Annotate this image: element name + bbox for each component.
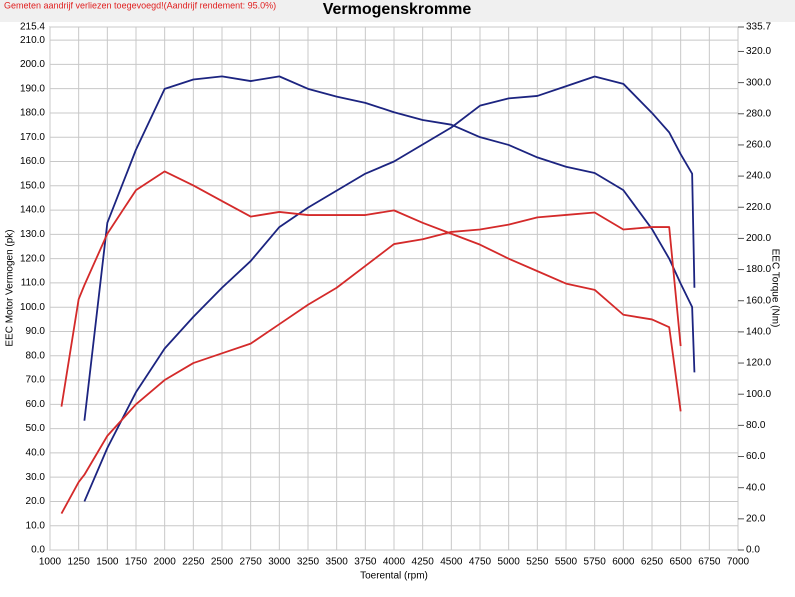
- curve: [60, 170, 682, 412]
- x-tick-label: 7000: [727, 557, 750, 568]
- x-tick-label: 6000: [612, 557, 635, 568]
- x-tick-label: 1250: [68, 557, 91, 568]
- header-bar: [0, 0, 795, 22]
- x-tick-label: 5000: [498, 557, 521, 568]
- y-tick-label: 170.0: [20, 132, 45, 143]
- curve: [83, 75, 696, 421]
- y2-tick-label: 300.0: [746, 77, 771, 88]
- y-tick-label: 100.0: [20, 302, 45, 313]
- x-tick-label: 4750: [469, 557, 492, 568]
- x-tick-label: 4500: [440, 557, 463, 568]
- x-tick-label: 3000: [268, 557, 291, 568]
- x-tick-label: 2750: [240, 557, 263, 568]
- y-tick-label: 130.0: [20, 229, 45, 240]
- x-tick-label: 3500: [326, 557, 349, 568]
- y2-tick-label: 160.0: [746, 295, 771, 306]
- y-tick-label: 150.0: [20, 180, 45, 191]
- y-tick-label: 40.0: [26, 448, 46, 459]
- y2-axis-label: EEC Torque (Nm): [769, 249, 780, 328]
- y-tick-label: 110.0: [21, 278, 46, 289]
- y-tick-label: 210.0: [20, 35, 45, 46]
- y-tick-label: 20.0: [26, 496, 46, 507]
- x-tick-label: 2500: [211, 557, 234, 568]
- y-tick-label: 30.0: [26, 472, 46, 483]
- y-tick-label: 60.0: [26, 399, 46, 410]
- chart-title: Vermogenskromme: [323, 1, 472, 18]
- x-tick-label: 6750: [698, 557, 721, 568]
- y-tick-label: 140.0: [20, 205, 45, 216]
- y2-tick-label: 80.0: [746, 420, 766, 431]
- y2-tick-label: 260.0: [746, 140, 771, 151]
- x-tick-label: 5750: [584, 557, 607, 568]
- y-tick-label: 0.0: [31, 545, 45, 556]
- y-tick-label: 180.0: [20, 108, 45, 119]
- curve: [60, 211, 682, 515]
- x-tick-label: 1000: [39, 557, 62, 568]
- x-tick-label: 2250: [182, 557, 205, 568]
- y2-tick-label: 60.0: [746, 451, 766, 462]
- x-tick-label: 3750: [354, 557, 377, 568]
- y-tick-label: 90.0: [26, 326, 46, 337]
- x-tick-label: 5250: [526, 557, 549, 568]
- x-tick-label: 3250: [297, 557, 320, 568]
- x-tick-label: 6500: [670, 557, 693, 568]
- x-tick-label: 4250: [412, 557, 435, 568]
- y-tick-label: 50.0: [26, 423, 46, 434]
- y2-tick-label: 40.0: [746, 482, 766, 493]
- y2-tick-label: 200.0: [746, 233, 771, 244]
- x-tick-label: 1500: [96, 557, 119, 568]
- y-tick-label: 120.0: [20, 253, 45, 264]
- x-tick-label: 1750: [125, 557, 148, 568]
- y-tick-label: 215.4: [20, 22, 45, 33]
- x-axis-label: Toerental (rpm): [360, 571, 428, 582]
- y2-tick-label: 0.0: [746, 545, 760, 556]
- x-tick-label: 6250: [641, 557, 664, 568]
- y-tick-label: 80.0: [26, 350, 46, 361]
- y-tick-label: 200.0: [20, 59, 45, 70]
- y2-tick-label: 280.0: [746, 108, 771, 119]
- x-tick-label: 2000: [154, 557, 177, 568]
- y-tick-label: 70.0: [26, 375, 46, 386]
- y2-tick-label: 240.0: [746, 171, 771, 182]
- y2-tick-label: 320.0: [746, 46, 771, 57]
- x-tick-label: 4000: [383, 557, 406, 568]
- x-tick-label: 5500: [555, 557, 578, 568]
- y-tick-label: 190.0: [20, 83, 45, 94]
- y2-tick-label: 20.0: [746, 513, 766, 524]
- y2-tick-label: 180.0: [746, 264, 771, 275]
- y2-tick-label: 335.7: [746, 22, 771, 33]
- note: Gemeten aandrijf verliezen toegevoegd!(A…: [4, 0, 276, 10]
- y-tick-label: 160.0: [20, 156, 45, 167]
- y-axis-label: EEC Motor Vermogen (pk): [5, 229, 16, 346]
- y2-tick-label: 120.0: [746, 358, 771, 369]
- y2-tick-label: 140.0: [746, 327, 771, 338]
- curve: [83, 75, 696, 502]
- y-tick-label: 10.0: [26, 520, 46, 531]
- y2-tick-label: 100.0: [746, 389, 771, 400]
- y2-tick-label: 220.0: [746, 202, 771, 213]
